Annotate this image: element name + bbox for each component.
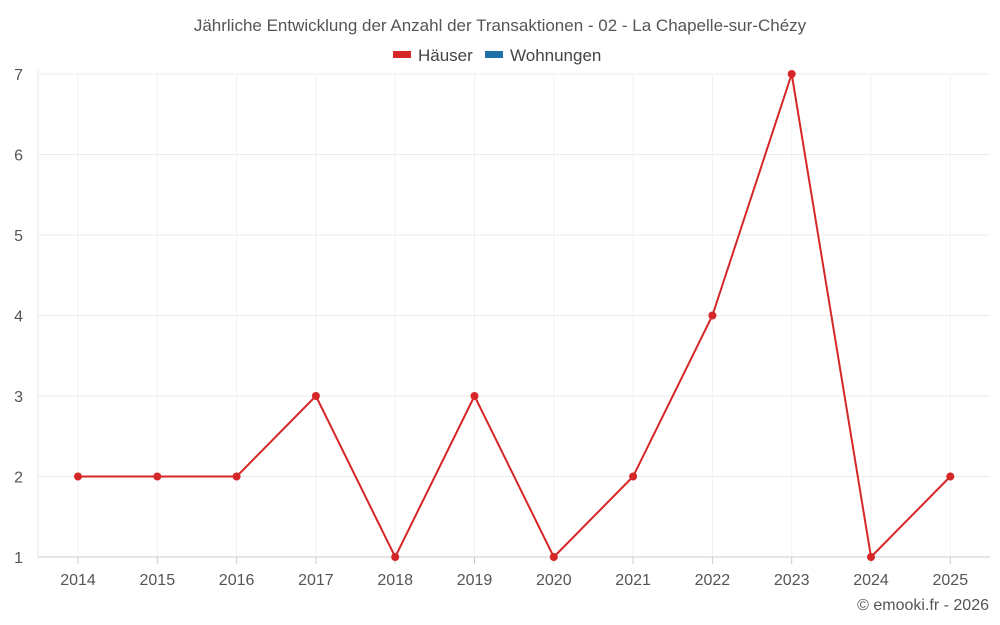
y-tick-label-6: 6	[14, 148, 23, 165]
series-0-point-2022[interactable]	[708, 311, 717, 320]
x-tick-label-2025: 2025	[933, 572, 969, 589]
x-tick-label-2015: 2015	[140, 572, 176, 589]
x-tick-label-2020: 2020	[536, 572, 572, 589]
y-tick-label-5: 5	[14, 228, 23, 245]
x-tick-label-2023: 2023	[774, 572, 810, 589]
y-tick-label-1: 1	[14, 550, 23, 567]
y-axis-ticks: 1 2 3 4 5 6 7	[14, 67, 23, 567]
credit: © emooki.fr - 2026	[857, 597, 989, 614]
series-0-point-2023[interactable]	[787, 70, 796, 78]
series-0-point-2016[interactable]	[232, 472, 241, 481]
series-0-point-2024[interactable]	[867, 553, 875, 561]
x-tick-label-2018: 2018	[377, 572, 413, 589]
grid	[38, 73, 990, 557]
series-0-point-2020[interactable]	[549, 553, 558, 561]
series-0-line	[78, 73, 952, 558]
series-layer	[74, 70, 955, 561]
series-0-point-2014[interactable]	[74, 472, 82, 481]
legend-item-haeuser[interactable]: Häuser	[393, 46, 473, 65]
legend-label-wohnungen: Wohnungen	[510, 46, 601, 65]
legend-label-haeuser: Häuser	[418, 46, 473, 65]
x-tick-label-2017: 2017	[298, 572, 334, 589]
series-0-point-2019[interactable]	[470, 392, 479, 400]
series-0-point-2015[interactable]	[153, 472, 162, 481]
series-0-point-2018[interactable]	[391, 553, 400, 561]
x-tick-label-2019: 2019	[457, 572, 493, 589]
legend-swatch-haeuser	[393, 51, 411, 58]
chart-title: Jährliche Entwicklung der Anzahl der Tra…	[194, 16, 807, 35]
legend: Häuser Wohnungen	[393, 46, 601, 65]
x-tick-label-2022: 2022	[695, 572, 731, 589]
y-tick-label-3: 3	[14, 389, 23, 406]
y-tick-label-2: 2	[14, 470, 23, 487]
axes	[37, 70, 990, 558]
series-0-point-2025[interactable]	[946, 472, 955, 481]
x-tick-label-2016: 2016	[219, 572, 255, 589]
series-0-point-2021[interactable]	[629, 472, 638, 481]
x-tick-label-2021: 2021	[615, 572, 651, 589]
series-0-point-2017[interactable]	[311, 392, 320, 400]
legend-item-wohnungen[interactable]: Wohnungen	[485, 46, 601, 65]
x-tick-label-2014: 2014	[60, 572, 96, 589]
x-tick-label-2024: 2024	[853, 572, 889, 589]
y-tick-label-4: 4	[14, 309, 23, 326]
y-tick-label-7: 7	[14, 67, 23, 84]
legend-swatch-wohnungen	[485, 51, 503, 58]
x-axis-ticks: 2014 2015 2016 2017 2018 2019 2020 2021 2022 2023…	[60, 557, 968, 589]
